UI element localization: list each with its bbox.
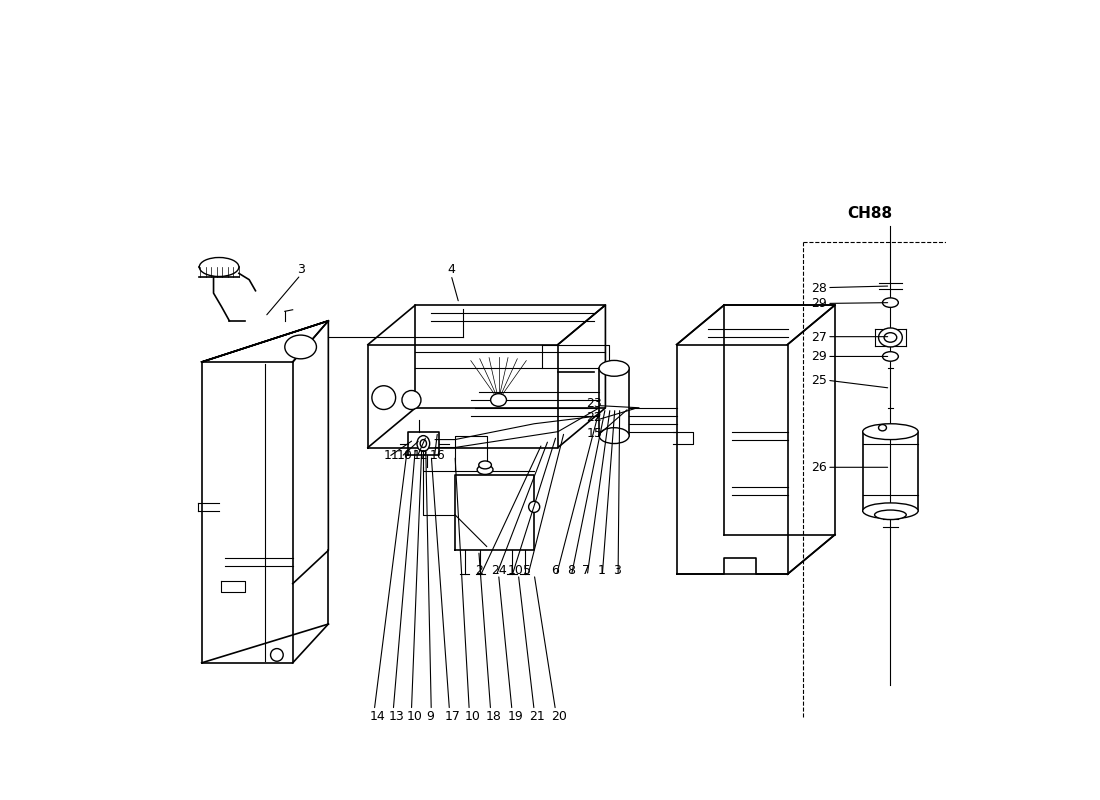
- Ellipse shape: [420, 439, 427, 447]
- Ellipse shape: [477, 465, 493, 474]
- Text: 2: 2: [475, 564, 484, 577]
- Text: 15: 15: [586, 427, 603, 440]
- Text: 8: 8: [566, 564, 574, 577]
- Text: 16: 16: [430, 449, 446, 462]
- Ellipse shape: [600, 428, 629, 443]
- Text: 26: 26: [812, 462, 827, 474]
- Text: 29: 29: [812, 298, 827, 310]
- Ellipse shape: [529, 502, 540, 513]
- Text: 24: 24: [492, 564, 507, 577]
- Ellipse shape: [862, 424, 918, 439]
- Ellipse shape: [884, 333, 896, 342]
- Text: 4: 4: [447, 263, 455, 276]
- Ellipse shape: [417, 436, 430, 451]
- Text: 29: 29: [812, 350, 827, 363]
- Text: 20: 20: [551, 710, 566, 723]
- Text: 10: 10: [464, 710, 481, 723]
- Text: 23: 23: [586, 397, 602, 410]
- Text: 10: 10: [407, 710, 422, 723]
- Text: 27: 27: [812, 330, 827, 344]
- Text: 12: 12: [412, 449, 428, 462]
- Ellipse shape: [600, 361, 629, 376]
- Text: 21: 21: [529, 710, 546, 723]
- Text: 9: 9: [427, 710, 434, 723]
- Text: 28: 28: [812, 282, 827, 294]
- Text: 13: 13: [388, 710, 405, 723]
- Text: 19: 19: [507, 710, 522, 723]
- Text: 10: 10: [507, 564, 524, 577]
- Ellipse shape: [879, 328, 902, 347]
- Ellipse shape: [874, 510, 906, 519]
- Text: 10: 10: [396, 449, 412, 462]
- Ellipse shape: [862, 503, 918, 518]
- Text: 3: 3: [614, 564, 622, 577]
- Text: 5: 5: [524, 564, 531, 577]
- Text: 17: 17: [444, 710, 461, 723]
- Ellipse shape: [285, 335, 317, 359]
- Text: 25: 25: [812, 374, 827, 387]
- Ellipse shape: [879, 425, 887, 431]
- Ellipse shape: [402, 390, 421, 410]
- Ellipse shape: [271, 649, 283, 662]
- Ellipse shape: [199, 258, 239, 277]
- Ellipse shape: [478, 461, 492, 469]
- Ellipse shape: [491, 394, 506, 406]
- Ellipse shape: [882, 352, 899, 362]
- Ellipse shape: [882, 298, 899, 307]
- Text: 7: 7: [583, 564, 591, 577]
- Text: 22: 22: [586, 411, 602, 424]
- Text: 1: 1: [597, 564, 605, 577]
- Text: 6: 6: [551, 564, 560, 577]
- Ellipse shape: [372, 386, 396, 410]
- Text: 3: 3: [297, 263, 305, 276]
- Text: 11: 11: [384, 449, 399, 462]
- Text: 18: 18: [486, 710, 502, 723]
- Text: 14: 14: [370, 710, 385, 723]
- Text: CH88: CH88: [847, 206, 892, 221]
